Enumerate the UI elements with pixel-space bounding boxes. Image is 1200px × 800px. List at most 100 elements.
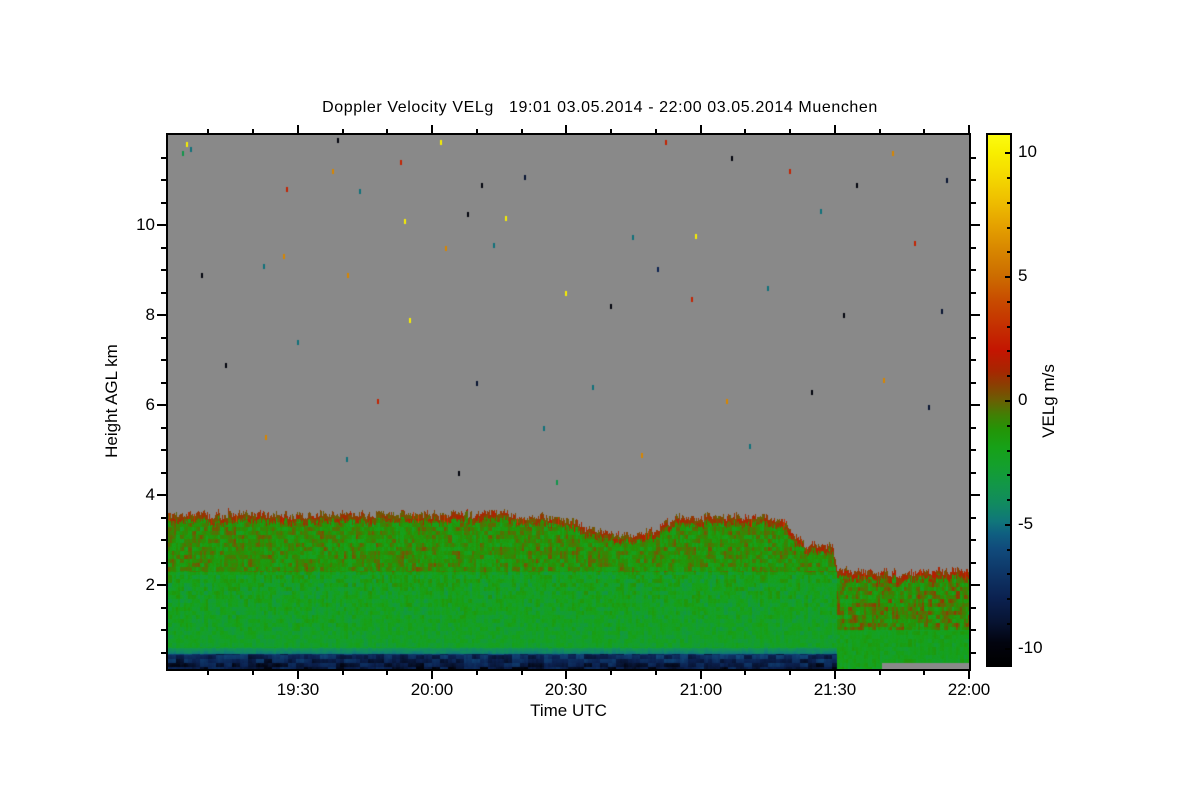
colorbar-tick — [1005, 524, 1010, 526]
x-minor-tick-top — [744, 129, 746, 133]
y-major-tick — [157, 404, 166, 406]
y-minor-tick — [161, 539, 166, 541]
y-minor-tick-right — [971, 157, 976, 159]
y-axis-title: Height AGL km — [102, 344, 121, 458]
colorbar-tick — [1005, 276, 1010, 278]
y-major-tick-right — [971, 314, 980, 316]
y-minor-tick — [161, 179, 166, 181]
colorbar-tick — [1007, 549, 1010, 551]
colorbar-title: VELg m/s — [1039, 364, 1058, 438]
x-major-tick-top — [297, 125, 299, 133]
x-minor-tick-top — [521, 129, 523, 133]
colorbar-tick — [1005, 400, 1010, 402]
y-minor-tick-right — [971, 202, 976, 204]
colorbar — [986, 133, 1012, 667]
y-minor-tick-right — [971, 337, 976, 339]
y-major-tick — [157, 494, 166, 496]
colorbar-tick-label: -5 — [1018, 514, 1034, 533]
x-tick-label: 22:00 — [947, 680, 991, 699]
x-minor-tick-top — [879, 129, 881, 133]
x-major-tick — [700, 671, 702, 679]
colorbar-tick — [1007, 301, 1010, 303]
x-minor-tick-top — [655, 129, 657, 133]
colorbar-tick — [1007, 573, 1010, 575]
x-major-tick-top — [968, 125, 970, 133]
y-minor-tick — [161, 247, 166, 249]
colorbar-tick — [1005, 648, 1010, 650]
x-minor-tick-top — [207, 129, 209, 133]
colorbar-tick — [1007, 499, 1010, 501]
y-tick-label: 6 — [145, 395, 155, 414]
y-major-tick-right — [971, 404, 980, 406]
colorbar-tick — [1007, 177, 1010, 179]
x-tick-label: 20:30 — [544, 680, 588, 699]
x-minor-tick — [655, 671, 657, 675]
colorbar-tick — [1007, 474, 1010, 476]
x-minor-tick — [923, 671, 925, 675]
x-minor-tick — [879, 671, 881, 675]
y-minor-tick-right — [971, 359, 976, 361]
x-major-tick-top — [700, 125, 702, 133]
x-minor-tick-top — [923, 129, 925, 133]
y-minor-tick-right — [971, 179, 976, 181]
y-minor-tick-right — [971, 292, 976, 294]
x-major-tick — [968, 671, 970, 679]
x-major-tick — [297, 671, 299, 679]
y-minor-tick — [161, 517, 166, 519]
y-minor-tick — [161, 607, 166, 609]
x-major-tick — [834, 671, 836, 679]
x-minor-tick-top — [252, 129, 254, 133]
heatmap-canvas — [168, 135, 969, 669]
y-minor-tick — [161, 157, 166, 159]
y-minor-tick-right — [971, 269, 976, 271]
y-minor-tick-right — [971, 247, 976, 249]
colorbar-tick — [1005, 152, 1010, 154]
x-minor-tick-top — [342, 129, 344, 133]
x-tick-label: 21:30 — [813, 680, 857, 699]
y-minor-tick-right — [971, 427, 976, 429]
colorbar-tick — [1007, 326, 1010, 328]
x-minor-tick — [744, 671, 746, 675]
y-tick-label: 2 — [145, 575, 155, 594]
x-minor-tick — [521, 671, 523, 675]
x-tick-label: 19:30 — [276, 680, 320, 699]
x-minor-tick — [386, 671, 388, 675]
y-minor-tick-right — [971, 562, 976, 564]
colorbar-tick — [1007, 350, 1010, 352]
colorbar-tick-label: 5 — [1018, 266, 1028, 285]
colorbar-tick — [1007, 450, 1010, 452]
y-minor-tick — [161, 562, 166, 564]
y-minor-tick — [161, 359, 166, 361]
y-minor-tick — [161, 337, 166, 339]
chart-title: Doppler Velocity VELg 19:01 03.05.2014 -… — [322, 99, 878, 116]
y-major-tick — [157, 584, 166, 586]
colorbar-tick — [1007, 598, 1010, 600]
colorbar-tick — [1007, 425, 1010, 427]
y-major-tick — [157, 314, 166, 316]
y-major-tick — [157, 224, 166, 226]
y-major-tick-right — [971, 584, 980, 586]
y-minor-tick — [161, 472, 166, 474]
x-minor-tick — [610, 671, 612, 675]
colorbar-tick — [1007, 251, 1010, 253]
y-minor-tick — [161, 652, 166, 654]
colorbar-tick-label: 0 — [1018, 390, 1028, 409]
colorbar-tick — [1007, 227, 1010, 229]
y-minor-tick — [161, 382, 166, 384]
y-minor-tick-right — [971, 382, 976, 384]
y-minor-tick — [161, 202, 166, 204]
y-tick-label: 10 — [136, 215, 155, 234]
x-minor-tick — [342, 671, 344, 675]
y-minor-tick-right — [971, 449, 976, 451]
colorbar-tick — [1007, 623, 1010, 625]
x-minor-tick — [476, 671, 478, 675]
colorbar-tick — [1007, 375, 1010, 377]
x-minor-tick — [207, 671, 209, 675]
x-minor-tick-top — [789, 129, 791, 133]
y-minor-tick-right — [971, 629, 976, 631]
y-major-tick-right — [971, 224, 980, 226]
colorbar-tick — [1007, 202, 1010, 204]
x-tick-label: 21:00 — [679, 680, 723, 699]
y-minor-tick — [161, 629, 166, 631]
